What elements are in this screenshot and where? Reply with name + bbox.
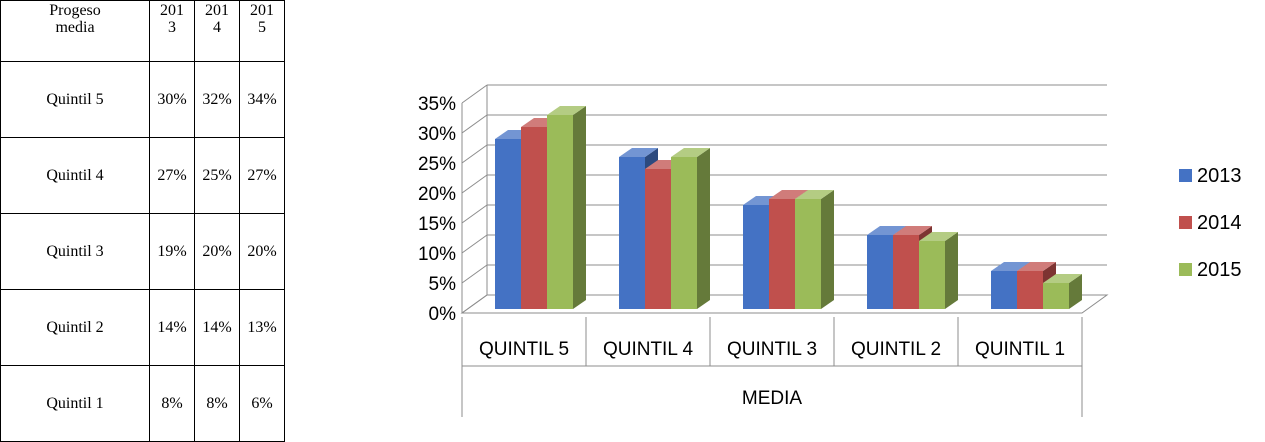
table-cell-value: 32%: [194, 61, 240, 138]
table-cell-value: 20%: [239, 213, 285, 290]
bar-2014: [893, 235, 919, 309]
x-axis-title: MEDIA: [742, 388, 803, 409]
gridline-side: [461, 264, 488, 284]
bar-side: [697, 148, 710, 309]
table-header-cell: 201 4: [194, 0, 240, 62]
x-category-label: QUINTIL 4: [603, 339, 694, 360]
bar-2015: [671, 157, 697, 309]
data-table: Progeso media 201 3 201 4 201 5 Quintil …: [0, 0, 285, 442]
chart-area: 0% 5% 10% 15% 20% 25% 30% 35% QUINTIL 5 QUINTIL 4…: [340, 0, 1265, 427]
table-cell-value: 19%: [149, 213, 195, 290]
table-cell-value: 25%: [194, 137, 240, 214]
gridline-side: [461, 114, 488, 134]
table-header-row: Progeso media 201 3 201 4 201 5: [0, 0, 285, 62]
bar-2014: [645, 169, 671, 309]
bar-side: [573, 106, 586, 309]
y-tick-label: 25%: [418, 154, 456, 175]
bar-top: [1043, 274, 1082, 283]
table-cell-category: Quintil 5: [0, 61, 150, 138]
x-category-label: QUINTIL 1: [975, 339, 1065, 360]
x-category-label: QUINTIL 5: [479, 339, 569, 360]
y-tick-label: 5%: [429, 274, 457, 295]
x-category-label: QUINTIL 2: [851, 339, 941, 360]
bar-2015: [919, 241, 945, 309]
bar-2014: [521, 127, 547, 309]
bar-top: [547, 106, 586, 115]
header-label-media: Progeso media: [49, 2, 101, 36]
gridline-side: [461, 144, 488, 164]
table-cell-value: 13%: [239, 289, 285, 366]
bar-2015: [795, 199, 821, 309]
bar-2014: [769, 199, 795, 309]
y-tick-label: 20%: [418, 184, 456, 205]
table-cell-value: 6%: [239, 365, 285, 442]
table-cell-value: 14%: [149, 289, 195, 366]
bar-top: [893, 226, 932, 235]
gridline-side: [461, 204, 488, 224]
table-row: Quintil 3 19% 20% 20%: [0, 213, 285, 290]
bar-2015: [1043, 283, 1069, 309]
table-cell-value: 34%: [239, 61, 285, 138]
bar-top: [919, 232, 958, 241]
table-cell-value: 27%: [239, 137, 285, 214]
table-header-cell: Progeso media: [0, 0, 150, 62]
y-tick-label: 0%: [429, 304, 457, 325]
table-cell-value: 8%: [149, 365, 195, 442]
table-row: Quintil 1 8% 8% 6%: [0, 365, 285, 442]
data-table-container: Progeso media 201 3 201 4 201 5 Quintil …: [0, 0, 285, 442]
table-cell-value: 30%: [149, 61, 195, 138]
bar-side: [1069, 274, 1082, 309]
table-cell-value: 20%: [194, 213, 240, 290]
table-row: Quintil 4 27% 25% 27%: [0, 137, 285, 214]
y-tick-label: 30%: [418, 124, 456, 145]
y-tick-label: 10%: [418, 244, 456, 265]
table-cell-category: Quintil 1: [0, 365, 150, 442]
table-header-cell: 201 3: [149, 0, 195, 62]
bar-side: [821, 190, 834, 309]
legend-swatch-2015: [1179, 263, 1192, 276]
bar-top: [619, 148, 658, 157]
bar-2014: [1017, 271, 1043, 309]
table-cell-value: 14%: [194, 289, 240, 366]
bar-top: [1017, 262, 1056, 271]
legend-label: 2013: [1197, 165, 1242, 187]
bar-top: [671, 148, 710, 157]
header-label-2013: 201 3: [160, 2, 184, 36]
legend-label: 2015: [1197, 259, 1242, 281]
bar-2015: [547, 115, 573, 309]
chart-floor: [460, 294, 1109, 314]
bar-2013: [991, 271, 1017, 309]
table-cell-category: Quintil 3: [0, 213, 150, 290]
gridline-side: [461, 174, 488, 194]
y-tick-label: 15%: [418, 214, 456, 235]
y-tick-label: 35%: [418, 94, 456, 115]
legend-label: 2014: [1197, 212, 1242, 234]
table-cell-category: Quintil 4: [0, 137, 150, 214]
gridline-side: [461, 234, 488, 254]
table-header-cell: 201 5: [239, 0, 285, 62]
bar-top: [795, 190, 834, 199]
table-cell-category: Quintil 2: [0, 289, 150, 366]
bar-2013: [495, 139, 521, 309]
table-row: Quintil 2 14% 14% 13%: [0, 289, 285, 366]
legend-swatch-2013: [1179, 169, 1192, 182]
bar-2013: [619, 157, 645, 309]
table-row: Quintil 5 30% 32% 34%: [0, 61, 285, 138]
bar-2013: [743, 205, 769, 309]
bar-side: [945, 232, 958, 309]
table-cell-value: 27%: [149, 137, 195, 214]
header-label-2015: 201 5: [250, 2, 274, 36]
legend-swatch-2014: [1179, 216, 1192, 229]
header-label-2014: 201 4: [205, 2, 229, 36]
bar-chart: 0% 5% 10% 15% 20% 25% 30% 35% QUINTIL 5 QUINTIL 4…: [418, 84, 1242, 417]
bar-2013: [867, 235, 893, 309]
x-category-label: QUINTIL 3: [727, 339, 817, 360]
table-cell-value: 8%: [194, 365, 240, 442]
gridline-side: [461, 84, 488, 104]
